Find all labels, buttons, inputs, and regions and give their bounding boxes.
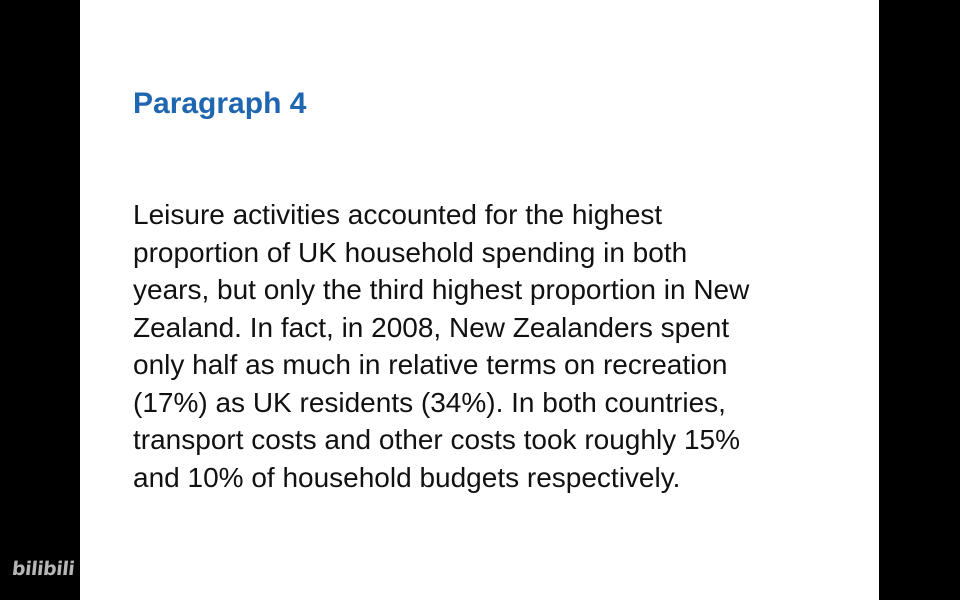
slide-paragraph: Leisure activities accounted for the hig… [133,196,749,496]
slide: Paragraph 4 Leisure activities accounted… [80,0,879,600]
paragraph-line: transport costs and other costs took rou… [133,424,740,455]
slide-heading: Paragraph 4 [133,87,307,120]
paragraph-line: (17%) as UK residents (34%). In both cou… [133,386,726,418]
paragraph-line: years, but only the third highest propor… [133,274,750,305]
paragraph-line: Zealand. In fact, in 2008, New Zealander… [133,311,730,343]
bilibili-watermark-logo: bilibili [10,558,76,580]
paragraph-line: only half as much in relative terms on r… [133,349,728,380]
paragraph-line: Leisure activities accounted for the hig… [133,199,663,230]
paragraph-line: and 10% of household budgets respectivel… [133,461,681,493]
paragraph-line: proportion of UK household spending in b… [133,236,688,268]
